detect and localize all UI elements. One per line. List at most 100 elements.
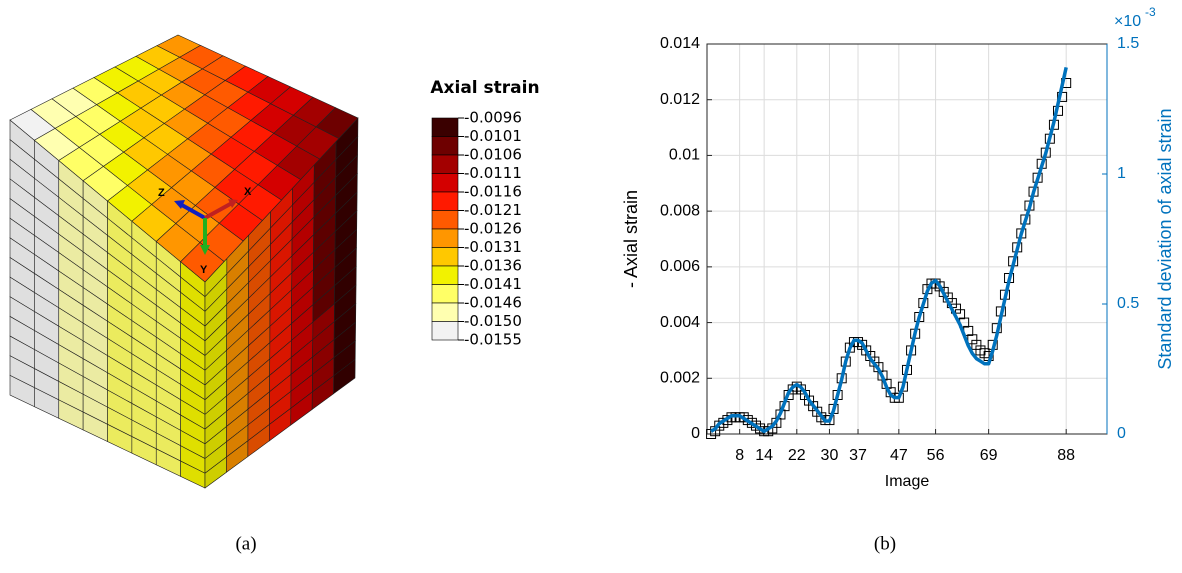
mesh-shade bbox=[312, 321, 335, 358]
colorbar-label: -0.0141 bbox=[464, 275, 522, 293]
mesh-shade bbox=[270, 272, 292, 310]
y-axis-label: - Axial strain bbox=[621, 190, 641, 288]
mesh-shade bbox=[156, 400, 181, 431]
y2-tick-label: 0 bbox=[1117, 425, 1126, 442]
mesh-shade bbox=[248, 309, 271, 346]
y2-axis-label: Standard deviation of axial strain bbox=[1155, 108, 1175, 369]
mesh-shade bbox=[58, 289, 84, 324]
mesh-shade bbox=[83, 234, 108, 270]
triad-label: Y bbox=[200, 264, 208, 276]
triad-label: Z bbox=[158, 187, 165, 199]
y-tick-label: 0 bbox=[691, 425, 700, 442]
mesh-shade bbox=[34, 349, 59, 382]
mesh-shade bbox=[58, 270, 84, 306]
mesh-shade bbox=[291, 287, 314, 324]
mesh-shade bbox=[313, 195, 336, 235]
mesh-shade bbox=[333, 340, 356, 376]
mesh-shade bbox=[131, 386, 157, 417]
mesh-shade bbox=[107, 286, 132, 321]
mesh-shade bbox=[156, 241, 181, 278]
colorbar-cell bbox=[431, 154, 459, 174]
colorbar-cell bbox=[431, 191, 459, 211]
mesh-shade bbox=[34, 178, 59, 216]
mesh-shade bbox=[83, 394, 108, 425]
mesh-shade bbox=[10, 218, 35, 255]
mesh-shade bbox=[10, 355, 35, 388]
colorbar-label: -0.0146 bbox=[464, 294, 522, 312]
colorbar-cell bbox=[431, 210, 459, 230]
mesh-shade bbox=[226, 345, 249, 381]
x-arrowhead bbox=[228, 199, 238, 208]
mesh-shade bbox=[83, 376, 108, 408]
mesh-shade bbox=[34, 159, 59, 198]
mesh-shade bbox=[107, 304, 132, 338]
y2-tick-label: 1.5 bbox=[1117, 35, 1139, 52]
mesh-shade bbox=[83, 269, 108, 305]
mesh-shade bbox=[180, 445, 205, 474]
mesh-shade bbox=[83, 412, 108, 442]
colorbar-cell bbox=[431, 302, 459, 322]
mesh-shade bbox=[205, 395, 227, 430]
mesh-shade bbox=[205, 289, 227, 327]
x-tick-label: 8 bbox=[735, 447, 744, 464]
mesh-shade bbox=[314, 141, 337, 183]
mesh-shade bbox=[270, 222, 293, 261]
mesh-shade bbox=[10, 159, 35, 198]
mesh-shade bbox=[10, 178, 35, 217]
mesh-shade bbox=[335, 118, 358, 160]
mesh-shade bbox=[131, 304, 157, 338]
colorbar: -0.0096-0.0101-0.0106-0.0111-0.0116-0.01… bbox=[431, 109, 522, 349]
y2-tick-label: 1 bbox=[1117, 165, 1126, 182]
mesh-shade bbox=[34, 330, 59, 364]
mesh-shade bbox=[107, 235, 132, 271]
mesh-shade bbox=[58, 326, 84, 359]
mesh-shade bbox=[290, 391, 313, 426]
mesh-shade bbox=[247, 424, 270, 457]
x-tick-label: 56 bbox=[927, 447, 945, 464]
mesh-shade bbox=[269, 323, 292, 360]
colorbar-label: -0.0126 bbox=[464, 220, 522, 238]
caption: (b) bbox=[874, 533, 896, 554]
colorbar-label: -0.0131 bbox=[464, 238, 522, 256]
y-tick-label: 0.006 bbox=[660, 258, 700, 275]
y-tick-label: 0.004 bbox=[660, 314, 700, 331]
colorbar-label: -0.0106 bbox=[464, 146, 522, 164]
mesh-shade bbox=[58, 252, 84, 288]
y-tick-label: 0.002 bbox=[660, 370, 700, 387]
mesh-shade bbox=[83, 251, 108, 287]
mesh-shade bbox=[34, 387, 59, 419]
mesh-shade bbox=[180, 277, 205, 312]
legend-title: Axial strain bbox=[430, 78, 539, 98]
colorbar-label: -0.0136 bbox=[464, 257, 522, 275]
mesh-shade bbox=[291, 339, 313, 375]
mesh-shade bbox=[248, 277, 271, 315]
z-arrowhead bbox=[174, 200, 185, 209]
mesh-shade bbox=[269, 340, 292, 376]
mesh-shade bbox=[58, 234, 84, 270]
mesh-shade bbox=[248, 342, 270, 378]
mesh-shade bbox=[205, 258, 227, 297]
mesh-shade bbox=[290, 374, 313, 409]
triad-label: X bbox=[244, 186, 252, 198]
mesh-shade bbox=[131, 337, 157, 370]
mesh-shade bbox=[291, 217, 314, 256]
mesh-shade bbox=[83, 287, 108, 322]
mesh-shade bbox=[312, 285, 335, 323]
mesh-shade bbox=[269, 408, 291, 441]
mesh-shade bbox=[226, 235, 249, 274]
mesh-shade bbox=[335, 136, 358, 178]
mesh-shade bbox=[10, 139, 35, 179]
mesh-shade bbox=[58, 363, 84, 395]
mesh-shade bbox=[58, 215, 84, 252]
mesh-shade bbox=[334, 303, 356, 340]
mesh-shade bbox=[58, 344, 84, 377]
mesh-shade bbox=[10, 316, 35, 350]
mesh-shade bbox=[248, 375, 270, 410]
mesh-shade bbox=[180, 292, 205, 327]
x-tick-label: 30 bbox=[821, 447, 839, 464]
mesh-shade bbox=[335, 173, 358, 214]
mesh-shade bbox=[290, 357, 313, 392]
colorbar-label: -0.0096 bbox=[464, 109, 522, 127]
mesh-shade bbox=[313, 231, 336, 270]
mesh-shade bbox=[156, 305, 181, 339]
